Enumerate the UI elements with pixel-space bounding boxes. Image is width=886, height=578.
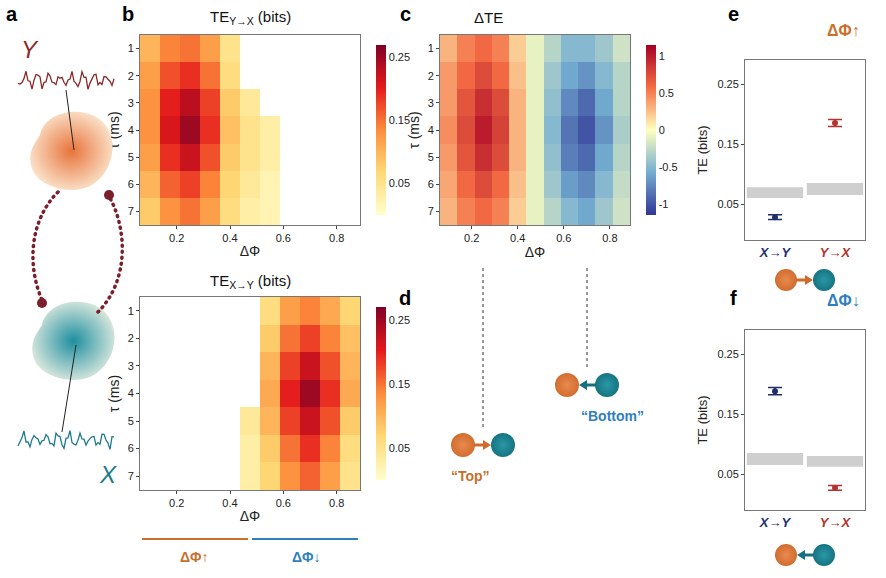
- svg-text:0.4: 0.4: [222, 497, 237, 509]
- svg-text:0.2: 0.2: [169, 232, 184, 244]
- svg-text:0.05: 0.05: [717, 198, 738, 210]
- svg-text:2: 2: [428, 70, 434, 82]
- svg-text:0.25: 0.25: [389, 314, 410, 326]
- svg-text:Y: Y: [21, 36, 39, 63]
- svg-text:ΔΦ↑: ΔΦ↑: [180, 549, 209, 565]
- svg-text:0.25: 0.25: [717, 78, 738, 90]
- svg-text:7: 7: [128, 205, 134, 217]
- svg-text:e: e: [728, 3, 739, 25]
- svg-text:0.05: 0.05: [717, 468, 738, 480]
- svg-text:0.2: 0.2: [169, 497, 184, 509]
- svg-text:3: 3: [428, 97, 434, 109]
- svg-text:3: 3: [128, 97, 134, 109]
- svg-text:0.8: 0.8: [329, 232, 344, 244]
- svg-text:a: a: [6, 3, 18, 25]
- svg-text:“Bottom”: “Bottom”: [581, 408, 644, 424]
- svg-text:“Top”: “Top”: [451, 468, 490, 484]
- svg-text:0.2: 0.2: [464, 232, 479, 244]
- svg-text:4: 4: [128, 387, 134, 399]
- svg-text:τ (ms): τ (ms): [106, 111, 122, 148]
- svg-text:ΔTE: ΔTE: [474, 9, 503, 26]
- svg-text:Y→X: Y→X: [820, 245, 852, 260]
- svg-text:0.05: 0.05: [389, 177, 410, 189]
- svg-text:0.8: 0.8: [329, 497, 344, 509]
- svg-text:2: 2: [128, 70, 134, 82]
- svg-text:3: 3: [128, 360, 134, 372]
- svg-text:7: 7: [128, 470, 134, 482]
- svg-text:ΔΦ: ΔΦ: [240, 508, 261, 524]
- svg-text:0.15: 0.15: [389, 114, 410, 126]
- svg-text:4: 4: [428, 124, 434, 136]
- svg-text:6: 6: [128, 178, 134, 190]
- svg-text:0.25: 0.25: [717, 348, 738, 360]
- svg-text:X→Y: X→Y: [759, 515, 792, 530]
- svg-text:5: 5: [128, 151, 134, 163]
- svg-text:1: 1: [128, 305, 134, 317]
- svg-text:0.6: 0.6: [276, 232, 291, 244]
- svg-text:f: f: [730, 287, 737, 309]
- svg-text:ΔΦ↑: ΔΦ↑: [827, 22, 860, 39]
- svg-text:Y→X: Y→X: [820, 515, 852, 530]
- svg-text:ΔΦ: ΔΦ: [240, 243, 261, 259]
- svg-text:0.15: 0.15: [389, 378, 410, 390]
- svg-text:X→Y: X→Y: [759, 245, 792, 260]
- svg-text:τ (ms): τ (ms): [106, 375, 122, 412]
- svg-text:0.4: 0.4: [510, 232, 525, 244]
- svg-text:d: d: [399, 287, 411, 309]
- svg-text:b: b: [122, 3, 134, 25]
- svg-text:5: 5: [428, 151, 434, 163]
- svg-text:-0.5: -0.5: [659, 161, 678, 173]
- svg-text:0.05: 0.05: [389, 442, 410, 454]
- svg-text:1: 1: [659, 50, 665, 62]
- svg-text:0.15: 0.15: [717, 408, 738, 420]
- svg-text:τ (ms): τ (ms): [406, 111, 422, 148]
- svg-text:TE​X→Y​ (bits): TE​X→Y​ (bits): [210, 272, 291, 291]
- svg-text:4: 4: [128, 124, 134, 136]
- svg-text:0.8: 0.8: [602, 232, 617, 244]
- svg-text:-1: -1: [659, 198, 669, 210]
- svg-text:6: 6: [128, 442, 134, 454]
- svg-text:1: 1: [428, 42, 434, 54]
- svg-text:c: c: [400, 3, 411, 25]
- svg-text:2: 2: [128, 332, 134, 344]
- svg-text:0.4: 0.4: [222, 232, 237, 244]
- svg-text:0.15: 0.15: [717, 138, 738, 150]
- svg-text:1: 1: [128, 42, 134, 54]
- svg-text:TE (bits): TE (bits): [695, 125, 710, 174]
- svg-text:ΔΦ↓: ΔΦ↓: [292, 549, 321, 565]
- svg-text:5: 5: [128, 415, 134, 427]
- svg-text:0.25: 0.25: [389, 51, 410, 63]
- svg-text:0: 0: [659, 124, 665, 136]
- svg-text:0.6: 0.6: [556, 232, 571, 244]
- svg-text:0.6: 0.6: [276, 497, 291, 509]
- svg-text:7: 7: [428, 205, 434, 217]
- svg-text:ΔΦ: ΔΦ: [525, 244, 546, 260]
- svg-text:TE (bits): TE (bits): [695, 395, 710, 444]
- svg-text:ΔΦ↓: ΔΦ↓: [827, 292, 860, 309]
- svg-text:6: 6: [428, 178, 434, 190]
- svg-text:TE​Y→X​ (bits): TE​Y→X​ (bits): [210, 8, 291, 27]
- svg-text:X: X: [99, 461, 117, 488]
- svg-text:0.5: 0.5: [659, 87, 674, 99]
